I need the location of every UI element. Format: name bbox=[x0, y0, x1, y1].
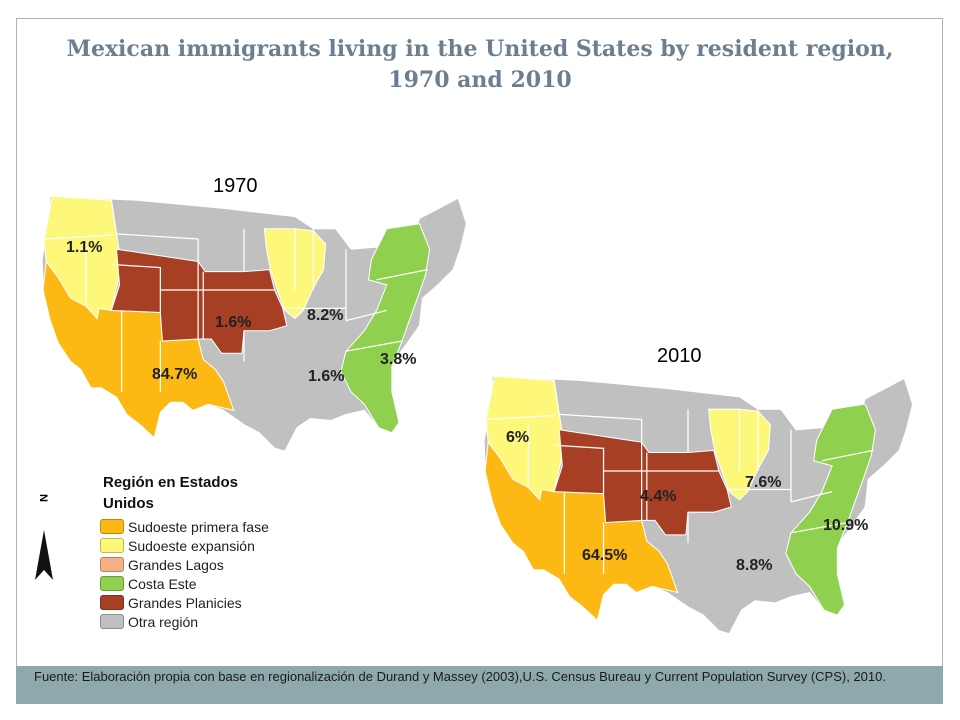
legend-swatch bbox=[100, 538, 124, 553]
label-1970-sudoeste-expansion: 1.1% bbox=[66, 239, 102, 256]
legend-items: Sudoeste primera fase Sudoeste expansión G… bbox=[100, 517, 330, 631]
map-2010 bbox=[483, 375, 914, 635]
legend-label: Grandes Planicies bbox=[128, 594, 242, 611]
label-1970-sudoeste-primera: 84.7% bbox=[152, 366, 197, 383]
label-2010-costa-este: 10.9% bbox=[823, 517, 868, 534]
label-1970-costa-este: 3.8% bbox=[380, 351, 416, 368]
label-2010-sudoeste-expansion: 6% bbox=[506, 429, 529, 446]
legend-label: Sudoeste primera fase bbox=[128, 518, 269, 535]
north-arrow-icon bbox=[35, 530, 53, 580]
legend-item: Grandes Planicies bbox=[100, 593, 330, 612]
legend-label: Costa Este bbox=[128, 575, 197, 592]
legend-item: Sudoeste primera fase bbox=[100, 517, 330, 536]
legend-swatch bbox=[100, 519, 124, 534]
label-1970-grandes-lagos: 8.2% bbox=[307, 307, 343, 324]
legend-label: Otra región bbox=[128, 613, 199, 630]
legend: Región en Estados Unidos Sudoeste primer… bbox=[100, 472, 330, 631]
label-2010-sudoeste-primera: 64.5% bbox=[582, 547, 627, 564]
source-note: Fuente: Elaboración propia con base en r… bbox=[16, 666, 943, 704]
legend-label: Sudoeste expansión bbox=[128, 537, 255, 554]
legend-title: Región en Estados Unidos bbox=[103, 474, 239, 512]
north-arrow-label: N bbox=[37, 494, 49, 502]
label-1970-grandes-planicies: 1.6% bbox=[215, 314, 251, 331]
north-arrow: N bbox=[32, 490, 56, 582]
label-1970-otra: 1.6% bbox=[308, 368, 344, 385]
year-label-2010: 2010 bbox=[657, 345, 702, 367]
legend-item: Sudoeste expansión bbox=[100, 536, 330, 555]
legend-swatch bbox=[100, 557, 124, 572]
label-2010-grandes-lagos: 7.6% bbox=[745, 474, 781, 491]
year-label-1970: 1970 bbox=[213, 175, 258, 197]
legend-swatch bbox=[100, 614, 124, 629]
legend-item: Otra región bbox=[100, 612, 330, 631]
map-1970 bbox=[41, 195, 467, 452]
legend-swatch bbox=[100, 576, 124, 591]
page-title: Mexican immigrants living in the United … bbox=[66, 36, 894, 93]
label-2010-otra: 8.8% bbox=[736, 557, 772, 574]
label-2010-grandes-planicies: 4.4% bbox=[640, 488, 676, 505]
legend-item: Grandes Lagos bbox=[100, 555, 330, 574]
legend-label: Grandes Lagos bbox=[128, 556, 224, 573]
legend-item: Costa Este bbox=[100, 574, 330, 593]
legend-swatch bbox=[100, 595, 124, 610]
